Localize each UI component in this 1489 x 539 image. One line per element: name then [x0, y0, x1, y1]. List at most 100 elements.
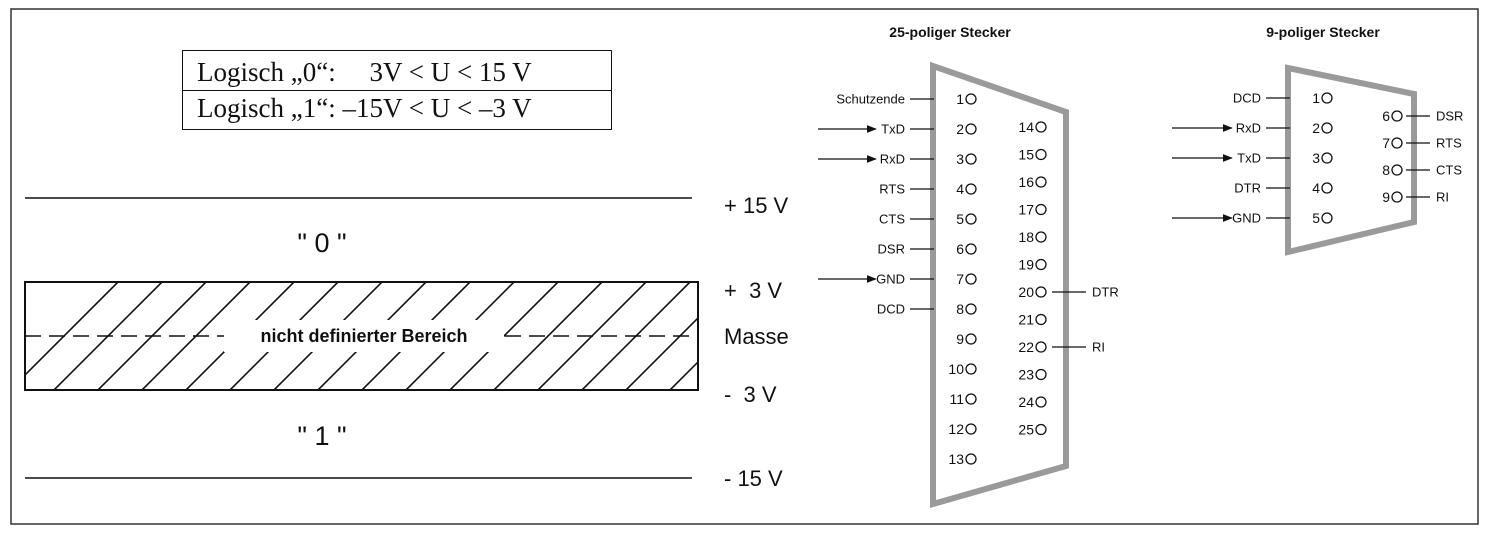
signal-label-rxd: RxD — [880, 152, 905, 167]
undefined-region-label: nicht definierter Bereich — [260, 326, 467, 346]
signal-label-ri: RI — [1436, 190, 1449, 205]
level-label-plus3: + 3 V — [724, 278, 782, 303]
pin-number: 4 — [1312, 180, 1320, 196]
pin-socket — [1035, 423, 1047, 436]
pin-number: 18 — [1018, 229, 1034, 245]
connector-9-left-pins: 1 2 3 4 5 — [1312, 90, 1333, 226]
pin-number: 3 — [956, 151, 964, 167]
zone-one-label: " 1 " — [297, 421, 346, 451]
pin-socket — [1321, 152, 1333, 164]
pin-number: 10 — [948, 361, 964, 377]
connector-25-shell — [930, 61, 1069, 508]
pin-socket — [965, 273, 977, 285]
pin-socket — [1321, 92, 1333, 104]
signal-label-rts: RTS — [1436, 136, 1462, 151]
pin-number: 1 — [1312, 90, 1320, 106]
pin-number: 1 — [956, 91, 964, 107]
signal-label-dtr: DTR — [1092, 285, 1119, 300]
pin-socket — [1321, 182, 1333, 194]
pin-socket — [965, 153, 977, 165]
pin-socket — [1035, 231, 1047, 243]
pin-number: 2 — [956, 121, 964, 137]
pin-number: 2 — [1312, 120, 1320, 136]
connector-9-title: 9-poliger Stecker — [1266, 24, 1380, 40]
pin-socket — [1035, 396, 1047, 408]
pin-number: 23 — [1018, 367, 1034, 383]
pin-socket — [965, 93, 977, 105]
pin-socket — [1391, 191, 1403, 203]
pin-socket — [965, 453, 977, 465]
pin-number: 19 — [1018, 257, 1034, 273]
pin-number: 24 — [1018, 394, 1034, 410]
pin-number: 12 — [948, 421, 964, 437]
pin-number: 14 — [1018, 119, 1034, 135]
pin-number: 8 — [1382, 162, 1390, 178]
signal-label-dsr: DSR — [878, 242, 905, 257]
signal-label-gnd: GND — [876, 272, 905, 287]
pin-number: 25 — [1018, 422, 1034, 438]
signal-label-cts: CTS — [879, 212, 905, 227]
level-label-masse: Masse — [724, 324, 789, 349]
pin-number: 6 — [1382, 108, 1390, 124]
pin-number: 20 — [1018, 284, 1034, 300]
outer-frame — [10, 8, 1479, 525]
pin-socket — [1035, 313, 1047, 326]
level-label-minus15: - 15 V — [724, 466, 783, 491]
pin-socket — [1035, 203, 1047, 216]
pin-number: 22 — [1018, 339, 1034, 355]
pin-number: 4 — [956, 181, 964, 197]
connector-25-title: 25-poliger Stecker — [889, 24, 1011, 40]
pin-socket — [1035, 258, 1047, 271]
connector-25-left-signals: Schutzende TxD RxD RTS CTS DSR GND DCD — [818, 92, 934, 317]
pin-socket — [1391, 110, 1403, 122]
hatch-line — [669, 360, 698, 390]
undefined-label-backdrop — [224, 320, 504, 352]
pin-socket — [1391, 137, 1403, 149]
pin-socket — [965, 123, 977, 135]
legend-logic-one: Logisch „1“: –15V < U < –3 V — [183, 90, 611, 126]
connector-25-right-signals: DTR RI — [1052, 285, 1119, 355]
signal-label-schutzende: Schutzende — [836, 92, 905, 107]
signal-label-ri: RI — [1092, 340, 1105, 355]
signal-label-rts: RTS — [879, 182, 905, 197]
legend-logic-zero: Logisch „0“: 3V < U < 15 V — [197, 56, 532, 87]
pin-number: 7 — [1382, 135, 1390, 151]
pin-socket — [965, 213, 977, 225]
pin-number: 11 — [949, 391, 964, 407]
signal-label-txd: TxD — [1237, 151, 1261, 166]
signal-label-cts: CTS — [1436, 163, 1462, 178]
signal-label-dcd: DCD — [877, 302, 905, 317]
signal-label-dcd: DCD — [1233, 91, 1261, 106]
pin-socket — [1035, 341, 1047, 353]
level-label-plus15: + 15 V — [724, 193, 789, 218]
signal-label-gnd: GND — [1232, 211, 1261, 226]
logic-level-legend: Logisch „0“: 3V < U < 15 V Logisch „1“: … — [182, 50, 612, 130]
connector-9-right-pins: 6 7 8 9 — [1382, 108, 1403, 205]
pin-number: 17 — [1018, 202, 1034, 218]
signal-label-dtr: DTR — [1234, 181, 1261, 196]
pin-socket — [1391, 164, 1403, 176]
pin-number: 16 — [1018, 174, 1034, 190]
signal-label-rxd: RxD — [1236, 121, 1261, 136]
pin-number: 6 — [956, 241, 964, 257]
pin-number: 7 — [956, 271, 964, 287]
pin-socket — [965, 393, 977, 405]
pin-socket — [1035, 176, 1047, 188]
pin-number: 5 — [956, 211, 964, 227]
signal-label-dsr: DSR — [1436, 109, 1463, 124]
pin-socket — [965, 303, 977, 315]
pin-socket — [1035, 368, 1047, 381]
pin-socket — [965, 363, 977, 375]
signal-label-txd: TxD — [881, 122, 905, 137]
pin-socket — [1321, 122, 1333, 134]
pin-socket — [965, 423, 977, 435]
zone-zero-label: " 0 " — [297, 228, 346, 258]
connector-25-right-pins: 14 15 16 17 18 19 20 21 22 23 24 25 — [1018, 119, 1047, 438]
pin-socket — [1035, 148, 1047, 161]
undefined-region: nicht definierter Bereich — [24, 281, 699, 391]
pin-socket — [965, 243, 977, 255]
